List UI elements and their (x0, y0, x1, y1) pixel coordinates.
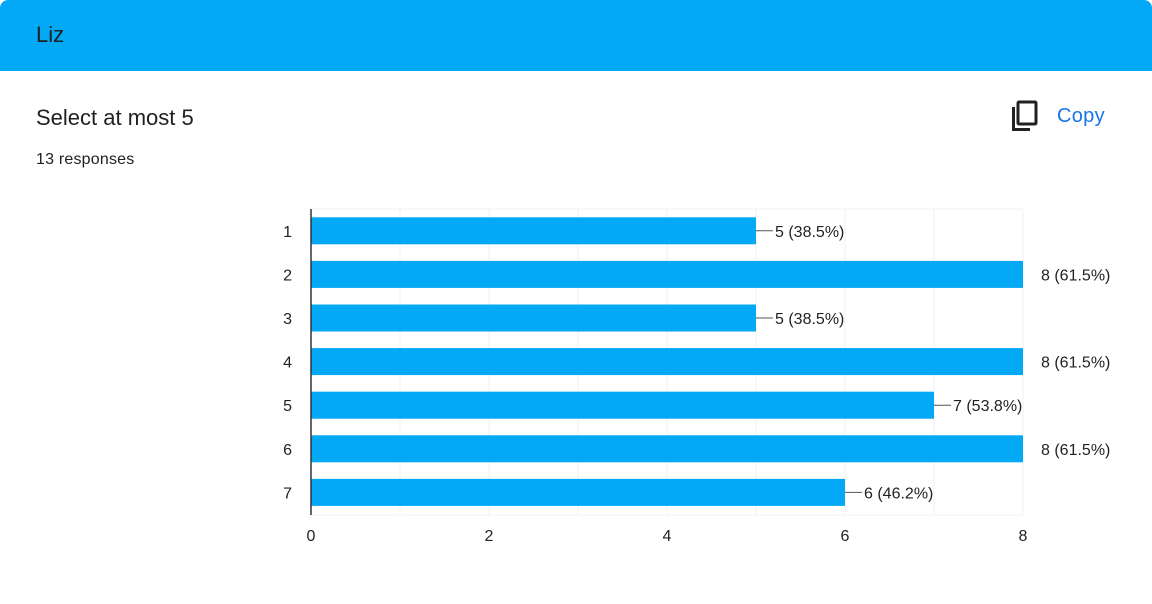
copy-chart-button[interactable]: Copy (1010, 98, 1105, 134)
category-label-1: 1 (283, 224, 292, 241)
data-label-5: 7 (53.8%) (953, 398, 1022, 415)
category-label-4: 4 (283, 355, 292, 372)
copy-icon (1012, 100, 1038, 131)
data-label-2: 8 (61.5%) (1041, 267, 1110, 284)
data-label-4: 8 (61.5%) (1041, 355, 1110, 372)
category-label-5: 5 (283, 398, 292, 415)
x-tick-label-8: 8 (1019, 528, 1028, 545)
bar-2 (311, 260, 1023, 288)
bar-3 (311, 304, 756, 332)
bar-6 (311, 435, 1023, 463)
category-label-2: 2 (283, 267, 292, 284)
category-label-6: 6 (283, 442, 292, 459)
category-label-7: 7 (283, 485, 292, 502)
data-label-7: 6 (46.2%) (864, 485, 933, 502)
copy-label: Copy (1057, 104, 1105, 127)
response-count: 13 responses (36, 151, 135, 168)
data-label-3: 5 (38.5%) (775, 311, 844, 328)
question-title: Select at most 5 (36, 105, 194, 130)
x-tick-label-4: 4 (663, 528, 672, 545)
data-label-6: 8 (61.5%) (1041, 442, 1110, 459)
x-tick-label-6: 6 (841, 528, 850, 545)
section-title: Liz (36, 22, 65, 47)
category-label-3: 3 (283, 311, 292, 328)
data-label-1: 5 (38.5%) (775, 224, 844, 241)
bar-7 (311, 478, 845, 506)
x-tick-label-0: 0 (307, 528, 316, 545)
bar-1 (311, 217, 756, 245)
x-tick-label-2: 2 (485, 528, 494, 545)
section-header: Liz (0, 0, 1152, 71)
bar-4 (311, 348, 1023, 376)
bar-5 (311, 391, 934, 419)
